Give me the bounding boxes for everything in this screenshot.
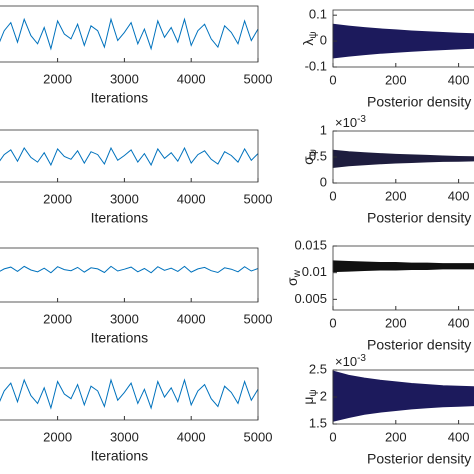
y-tick-label: 1.5 — [309, 415, 327, 430]
y-tick-label: 0 — [320, 174, 327, 189]
x-axis-label: Posterior density — [367, 451, 471, 467]
trace-line — [0, 146, 259, 167]
panel: 2000 3000 4000 5000 Iterations — [0, 367, 273, 464]
axes-box — [332, 245, 474, 311]
y-tick-label: -0.1 — [305, 58, 327, 73]
trace-line — [0, 265, 259, 274]
x-tick-label: 200 — [385, 72, 407, 87]
y-label-subscript: w — [292, 269, 303, 278]
y-tick-label: 2.5 — [309, 361, 327, 376]
density-band — [332, 260, 474, 273]
x-tick-label: 5000 — [244, 311, 273, 326]
y-tick-label: 0 — [320, 33, 327, 48]
x-tick-label: 4000 — [177, 311, 206, 326]
x-tick-label: 5000 — [244, 71, 273, 86]
y-scale-base: ×10 — [335, 115, 357, 130]
x-tick-label: 0 — [329, 315, 336, 330]
y-label-symbol: σ — [300, 156, 316, 165]
y-tick-label: 2 — [320, 388, 327, 403]
x-axis-label: Iterations — [91, 90, 149, 106]
y-tick-label: 0.015 — [294, 237, 327, 252]
y-tick-label: 0.01 — [302, 264, 327, 279]
y-axis-label: μψ — [300, 389, 319, 404]
y-axis-label: λψ — [300, 31, 319, 45]
x-tick-label: 3000 — [110, 311, 139, 326]
x-tick-label: 4000 — [177, 191, 206, 206]
y-tick-label: 1 — [320, 122, 327, 137]
y-axis-label: σw — [284, 269, 303, 286]
axes-box — [0, 129, 259, 183]
x-tick-label: 2000 — [43, 429, 72, 444]
x-axis-label: Iterations — [91, 330, 149, 346]
density-band — [332, 370, 474, 422]
x-tick-label: 3000 — [110, 191, 139, 206]
x-axis-label: Iterations — [91, 210, 149, 226]
x-tick-label: 0 — [329, 72, 336, 87]
x-axis-label: Posterior density — [367, 94, 471, 110]
x-tick-label: 4000 — [177, 429, 206, 444]
panel: 2000 3000 4000 5000 Iterations — [0, 129, 273, 226]
x-tick-label: 2000 — [43, 71, 72, 86]
y-scale-label: ×10-3 — [335, 114, 366, 131]
x-axis-label: Posterior density — [367, 337, 471, 353]
x-tick-label: 2000 — [43, 191, 72, 206]
y-scale-exponent: -3 — [357, 114, 366, 125]
y-label-subscript: ψ — [308, 149, 319, 156]
y-tick-label: 0.005 — [294, 291, 327, 306]
y-axis-label: σψ — [300, 149, 319, 165]
x-tick-label: 5000 — [244, 191, 273, 206]
y-scale-base: ×10 — [335, 354, 357, 369]
x-tick-label: 400 — [448, 315, 470, 330]
y-tick-label: 0.1 — [309, 7, 327, 22]
axes-box — [332, 9, 474, 68]
axes-box — [0, 247, 259, 303]
x-tick-label: 0 — [329, 429, 336, 444]
x-tick-label: 0 — [329, 188, 336, 203]
y-scale-label: ×10-3 — [335, 353, 366, 370]
panel: 0 200 400 Posterior density 1.5 2 2.5 μψ ×10-3 — [300, 353, 474, 467]
panel: 2000 3000 4000 5000 Iterations — [0, 247, 273, 346]
x-tick-label: 200 — [385, 315, 407, 330]
y-label-symbol: λ — [300, 39, 316, 46]
x-tick-label: 200 — [385, 188, 407, 203]
density-band — [332, 23, 474, 59]
y-label-subscript: ψ — [308, 31, 319, 38]
trace-line — [0, 378, 259, 410]
x-tick-label: 5000 — [244, 429, 273, 444]
x-tick-label: 3000 — [110, 429, 139, 444]
axes-box — [0, 5, 259, 63]
x-tick-label: 2000 — [43, 311, 72, 326]
y-scale-exponent: -3 — [357, 353, 366, 364]
x-tick-label: 400 — [448, 429, 470, 444]
x-tick-label: 400 — [448, 72, 470, 87]
y-label-symbol: σ — [284, 277, 300, 286]
axes-box — [0, 367, 259, 421]
panel: 2000 3000 4000 5000 Iterations — [0, 5, 273, 106]
trace-line — [0, 17, 259, 51]
x-axis-label: Iterations — [91, 448, 149, 464]
x-tick-label: 3000 — [110, 71, 139, 86]
x-tick-label: 200 — [385, 429, 407, 444]
y-label-symbol: μ — [300, 397, 316, 405]
y-tick-label: 0.5 — [309, 148, 327, 163]
x-tick-label: 4000 — [177, 71, 206, 86]
y-label-subscript: ψ — [308, 389, 319, 396]
x-tick-label: 400 — [448, 188, 470, 203]
density-band — [332, 149, 474, 168]
x-axis-label: Posterior density — [367, 210, 471, 226]
panel: 0 200 400 Posterior density 0.005 0.01 0.015 σw — [284, 237, 474, 353]
